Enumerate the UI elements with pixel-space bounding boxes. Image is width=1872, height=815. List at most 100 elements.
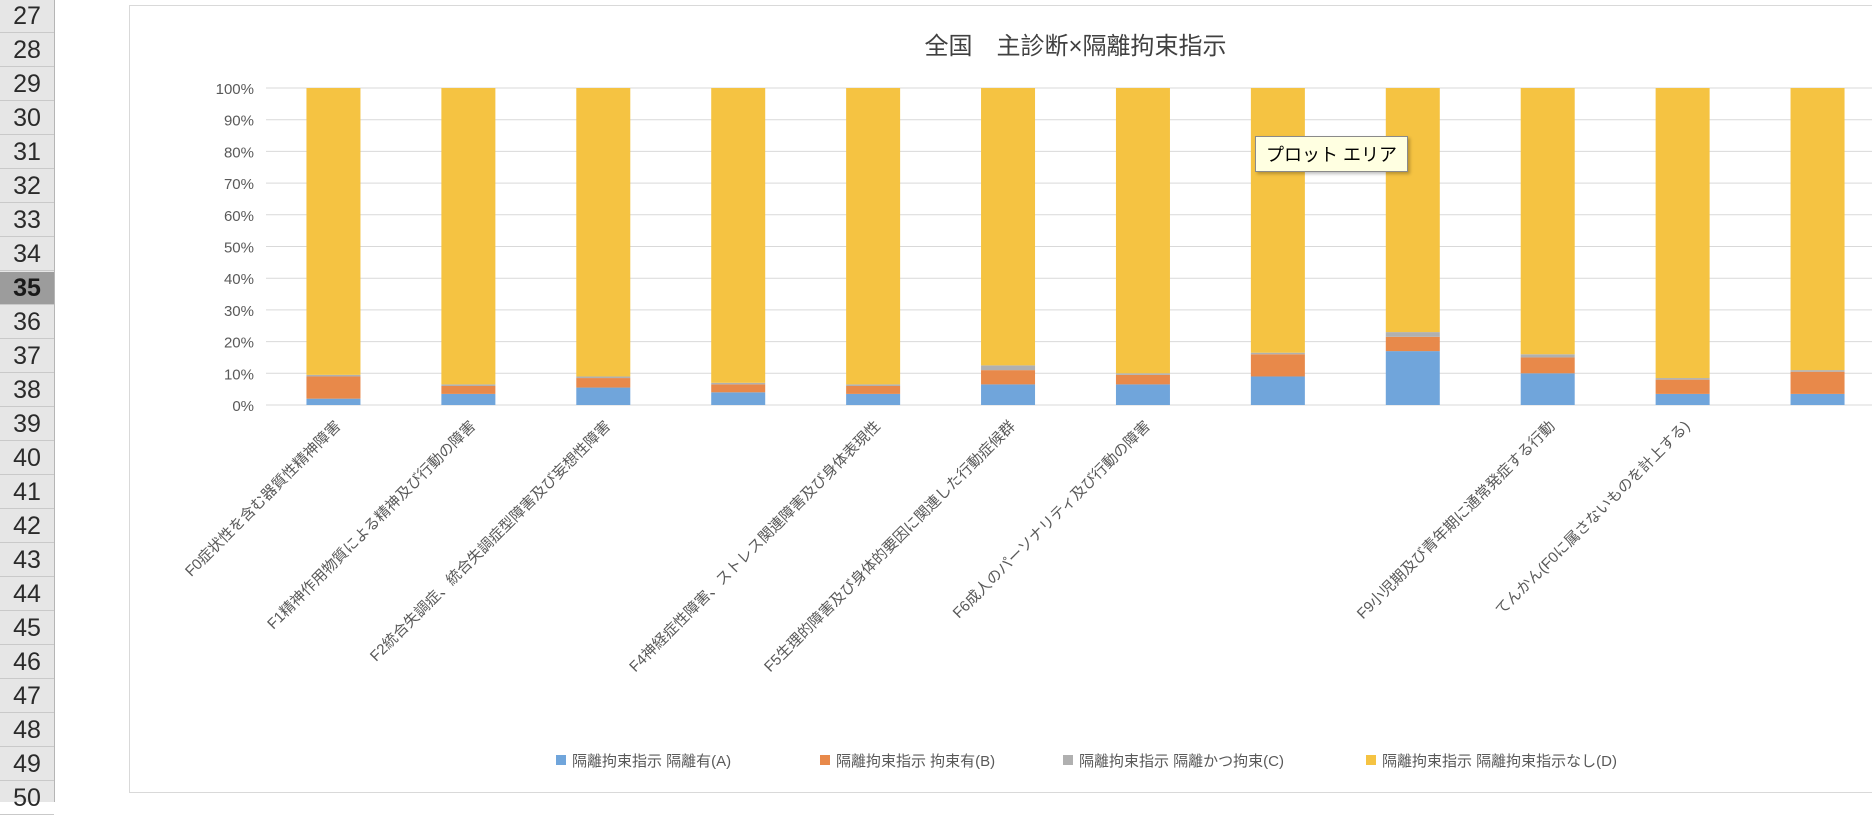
bar-segment-2	[981, 370, 1036, 385]
legend-label-1: 隔離拘束指示 隔離有(A)	[572, 752, 731, 770]
legend-swatch-2	[820, 755, 830, 765]
x-tick-label: F2統合失調症、統合失調症型障害及び妄想性障害	[366, 417, 614, 665]
y-tick-label: 50%	[224, 240, 254, 257]
x-tick-label: F1精神作用物質による精神及び行動の障害	[263, 417, 479, 633]
bar-segment-2	[1520, 357, 1575, 374]
worksheet[interactable]: 全国 主診断×隔離拘束指示 0% 10% 20% 30% 40% 50% 60% 70% 80% 9…	[55, 0, 1872, 802]
bar-segment-4	[1655, 88, 1710, 379]
bar-segment-2	[1115, 374, 1170, 385]
row-header-30[interactable]: 30	[0, 102, 54, 135]
y-tick-label: 30%	[224, 303, 254, 320]
bar-segment-3	[576, 376, 631, 379]
bar-segment-2	[441, 385, 496, 394]
bar-segment-4	[1250, 88, 1305, 353]
row-header-35[interactable]: 35	[0, 272, 54, 305]
chart-title: 全国 主診断×隔離拘束指示	[924, 33, 1226, 60]
bar-segment-1	[1655, 393, 1710, 405]
row-header-38[interactable]: 38	[0, 374, 54, 407]
bar-segment-2	[1655, 379, 1710, 394]
y-tick-label: 80%	[224, 144, 254, 161]
row-header-46[interactable]: 46	[0, 646, 54, 679]
bar-segment-2	[576, 378, 631, 388]
legend-swatch-1	[556, 755, 566, 765]
bar-segment-3	[846, 384, 901, 386]
row-header-48[interactable]: 48	[0, 714, 54, 747]
row-header-32[interactable]: 32	[0, 170, 54, 203]
bar-segment-1	[441, 393, 496, 405]
bar-segment-1	[981, 384, 1036, 405]
bar-segment-2	[1790, 371, 1845, 394]
bar-segment-1	[306, 398, 361, 405]
row-header-29[interactable]: 29	[0, 68, 54, 101]
x-tick-label: F4神経症性障害、ストレス関連障害及び身体表現性	[625, 417, 883, 675]
bar-segment-1	[1520, 373, 1575, 405]
bar-segment-3	[1115, 373, 1170, 375]
chart-area[interactable]: 全国 主診断×隔離拘束指示 0% 10% 20% 30% 40% 50% 60% 70% 80% 9…	[129, 5, 1872, 793]
bar-segment-4	[306, 88, 361, 375]
bar-segment-2	[1250, 354, 1305, 377]
y-tick-label: 60%	[224, 208, 254, 225]
bar-segment-4	[1520, 88, 1575, 355]
row-header-40[interactable]: 40	[0, 442, 54, 475]
bar-segment-3	[306, 374, 361, 377]
bar-segment-3	[441, 384, 496, 386]
row-header-27[interactable]: 27	[0, 0, 54, 33]
y-tick-label: 40%	[224, 271, 254, 288]
bar-segment-4	[1115, 88, 1170, 374]
row-header-37[interactable]: 37	[0, 340, 54, 373]
bar-segment-1	[1115, 384, 1170, 405]
stacked-bar-chart[interactable]: 全国 主診断×隔離拘束指示 0% 10% 20% 30% 40% 50% 60% 70% 80% 9…	[130, 6, 1872, 792]
bar-segment-1	[576, 387, 631, 405]
bar-segment-4	[1385, 88, 1440, 333]
x-tick-label: F0症状性を含む器質性精神障害	[181, 417, 344, 580]
legend-swatch-3	[1063, 755, 1073, 765]
y-tick-label: 70%	[224, 176, 254, 193]
row-header-49[interactable]: 49	[0, 748, 54, 781]
row-header-34[interactable]: 34	[0, 238, 54, 271]
bar-segment-3	[981, 365, 1036, 371]
row-header-41[interactable]: 41	[0, 476, 54, 509]
bar-segment-1	[1250, 376, 1305, 405]
bar-segment-4	[846, 88, 901, 385]
bar-segment-1	[1790, 393, 1845, 405]
bar-segment-3	[1520, 354, 1575, 358]
legend-swatch-4	[1366, 755, 1376, 765]
row-header-28[interactable]: 28	[0, 34, 54, 67]
row-header-47[interactable]: 47	[0, 680, 54, 713]
plot-area-tooltip: プロット エリア	[1255, 136, 1409, 172]
row-header-44[interactable]: 44	[0, 578, 54, 611]
y-tick-label: 100%	[216, 81, 254, 98]
y-tick-label: 0%	[232, 398, 254, 415]
bar-segment-4	[441, 88, 496, 385]
bar-segment-3	[1250, 352, 1305, 355]
row-header-50[interactable]: 50	[0, 782, 54, 815]
bar-segment-3	[1655, 378, 1710, 380]
bar-segment-4	[981, 88, 1036, 366]
bar-segment-4	[1790, 88, 1845, 371]
row-header-39[interactable]: 39	[0, 408, 54, 441]
bar-segment-2	[711, 384, 766, 393]
row-header-33[interactable]: 33	[0, 204, 54, 237]
y-tick-label: 20%	[224, 335, 254, 352]
bar-segment-3	[711, 382, 766, 385]
row-header-36[interactable]: 36	[0, 306, 54, 339]
bar-segment-1	[1385, 351, 1440, 405]
y-tick-label: 90%	[224, 113, 254, 130]
bar-segment-3	[1385, 332, 1440, 337]
row-header-43[interactable]: 43	[0, 544, 54, 577]
bar-segment-4	[711, 88, 766, 383]
bar-segment-2	[1385, 336, 1440, 352]
row-header-42[interactable]: 42	[0, 510, 54, 543]
x-tick-label: F5生理的障害及び身体的要因に関連した行動症候群	[760, 417, 1018, 675]
bar-segment-2	[306, 376, 361, 399]
bar-segment-1	[711, 392, 766, 405]
legend-label-2: 隔離拘束指示 拘束有(B)	[836, 752, 995, 770]
bar-segment-4	[576, 88, 631, 377]
bar-segment-2	[846, 385, 901, 394]
row-header-31[interactable]: 31	[0, 136, 54, 169]
bar-segment-1	[846, 393, 901, 405]
row-header-column: 27 28 29 30 31 32 33 34 35 36 37 38 39 40 41 42 43 44 45 46…	[0, 0, 55, 815]
row-header-45[interactable]: 45	[0, 612, 54, 645]
legend-label-3: 隔離拘束指示 隔離かつ拘束(C)	[1079, 752, 1284, 770]
legend-label-4: 隔離拘束指示 隔離拘束指示なし(D)	[1382, 752, 1617, 770]
